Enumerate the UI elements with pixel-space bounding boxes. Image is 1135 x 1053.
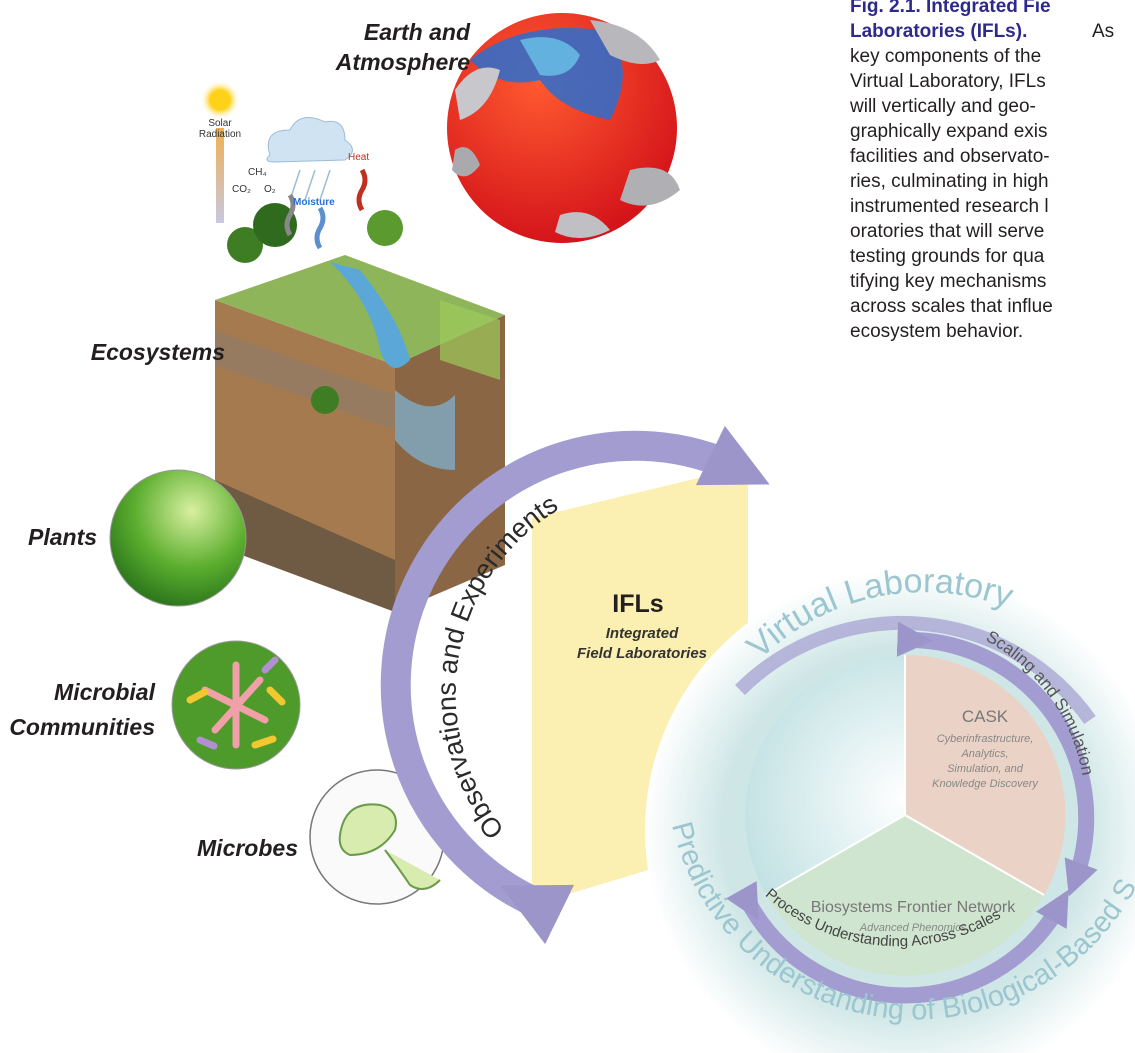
caption: Fig. 2.1. Integrated Fie Laboratories (I… <box>849 0 1114 342</box>
bfn-title: Biosystems Frontier Network <box>811 899 1016 916</box>
cask-line: Knowledge Discovery <box>932 778 1039 790</box>
cask-title: CASK <box>962 707 1009 726</box>
label: CO₂ <box>232 184 251 195</box>
caption-line: across scales that influe <box>850 296 1053 317</box>
caption-line: facilities and observato- <box>850 146 1050 167</box>
caption-line: Laboratories (IFLs). <box>850 21 1027 42</box>
caption-line: will vertically and geo- <box>849 96 1036 117</box>
label: Solar <box>208 118 232 129</box>
caption-line: oratories that will serve <box>850 221 1044 242</box>
label: O₂ <box>264 184 276 195</box>
caption-line: As <box>1092 21 1114 42</box>
figure: Fig. 2.1. Integrated Fie Laboratories (I… <box>0 0 1135 1053</box>
ifl-title: IFLs <box>612 590 663 618</box>
label: Communities <box>9 714 155 740</box>
caption-line: ries, culminating in high <box>850 171 1049 192</box>
caption-line: Fig. 2.1. Integrated Fie <box>850 0 1051 17</box>
label: Microbial <box>54 679 156 705</box>
label: Earth and <box>364 19 471 45</box>
label: Ecosystems <box>91 339 225 365</box>
cask-line: Cyberinfrastructure, <box>937 733 1034 745</box>
label: Radiation <box>199 129 241 140</box>
bfn-subtitle: Advanced Phenomics <box>859 922 967 934</box>
caption-line: tifying key mechanisms <box>850 271 1046 292</box>
caption-line: Virtual Laboratory, IFLs <box>850 71 1046 92</box>
caption-line: ecosystem behavior. <box>850 321 1023 342</box>
cask-line: Analytics, <box>960 748 1008 760</box>
label: Plants <box>28 524 97 550</box>
cask-line: Simulation, and <box>947 763 1024 775</box>
caption-line: instrumented research l <box>850 196 1049 217</box>
label: CH₄ <box>248 167 267 178</box>
ifl-subtitle: Field Laboratories <box>577 645 707 662</box>
globe <box>447 13 680 243</box>
label: Moisture <box>293 197 335 208</box>
label: Atmosphere <box>335 49 470 75</box>
caption-line: graphically expand exis <box>850 121 1048 142</box>
caption-line: key components of the <box>850 46 1041 67</box>
label: Heat <box>348 152 369 163</box>
label: Microbes <box>197 835 298 861</box>
ifl-subtitle: Integrated <box>606 625 679 642</box>
caption-line: testing grounds for qua <box>850 246 1045 267</box>
plants-circle <box>110 470 246 606</box>
